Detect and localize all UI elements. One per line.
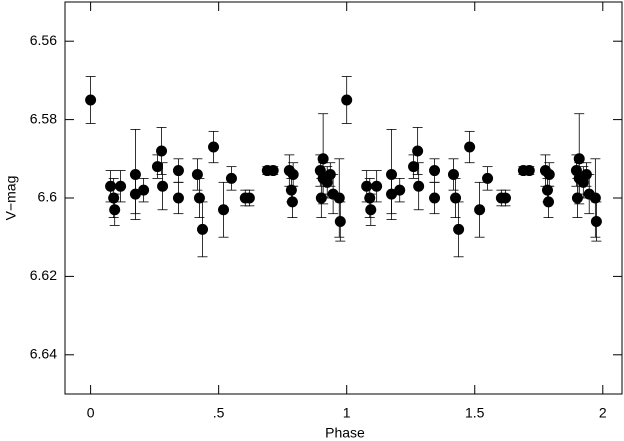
data-point [85, 94, 97, 106]
data-point [365, 204, 377, 216]
data-point [105, 180, 117, 192]
data-point [225, 172, 237, 184]
data-point [267, 165, 279, 177]
data-point [573, 153, 585, 165]
data-point [371, 180, 383, 192]
data-point [129, 188, 141, 200]
data-point [172, 192, 184, 204]
data-point [157, 180, 169, 192]
y-tick-label: 6.6 [38, 189, 58, 205]
data-point [474, 204, 486, 216]
data-point [394, 184, 406, 196]
data-point [499, 192, 511, 204]
data-point [287, 168, 299, 180]
data-point [333, 192, 345, 204]
data-point [450, 192, 462, 204]
data-point [108, 192, 120, 204]
data-point [408, 161, 420, 173]
y-tick-label: 6.56 [30, 32, 57, 48]
data-point [482, 172, 494, 184]
x-tick-label: 0 [87, 405, 95, 421]
data-point [341, 94, 353, 106]
data-point [447, 168, 459, 180]
data-point [286, 196, 298, 208]
x-tick-label: 1 [343, 405, 351, 421]
data-point [334, 216, 346, 228]
data-point [315, 192, 327, 204]
x-axis-label: Phase [325, 425, 365, 441]
data-point [138, 184, 150, 196]
data-point [151, 161, 163, 173]
data-point [589, 192, 601, 204]
x-tick-label: 1.5 [465, 405, 485, 421]
y-tick-label: 6.58 [30, 110, 57, 126]
x-tick-label: .5 [213, 405, 225, 421]
data-point [413, 180, 425, 192]
data-point [285, 184, 297, 196]
data-point [590, 216, 602, 228]
data-point [208, 141, 220, 153]
data-point [191, 168, 203, 180]
data-point [386, 188, 398, 200]
data-point [453, 223, 465, 235]
data-point [541, 184, 553, 196]
data-point [412, 145, 424, 157]
data-point [429, 165, 441, 177]
data-point [243, 192, 255, 204]
data-point [361, 180, 373, 192]
data-point [523, 165, 535, 177]
data-point [193, 192, 205, 204]
y-tick-label: 6.62 [30, 267, 57, 283]
data-point [218, 204, 230, 216]
data-point [543, 168, 555, 180]
data-point [197, 223, 209, 235]
data-point [156, 145, 168, 157]
data-point [364, 192, 376, 204]
data-point [464, 141, 476, 153]
x-tick-label: 2 [599, 405, 607, 421]
data-point [543, 196, 555, 208]
data-point [429, 192, 441, 204]
data-point [172, 165, 184, 177]
data-point [109, 204, 121, 216]
data-point [317, 153, 329, 165]
data-point [571, 192, 583, 204]
data-point [115, 180, 127, 192]
y-tick-label: 6.64 [30, 346, 57, 362]
y-axis-label: V−mag [3, 176, 19, 221]
